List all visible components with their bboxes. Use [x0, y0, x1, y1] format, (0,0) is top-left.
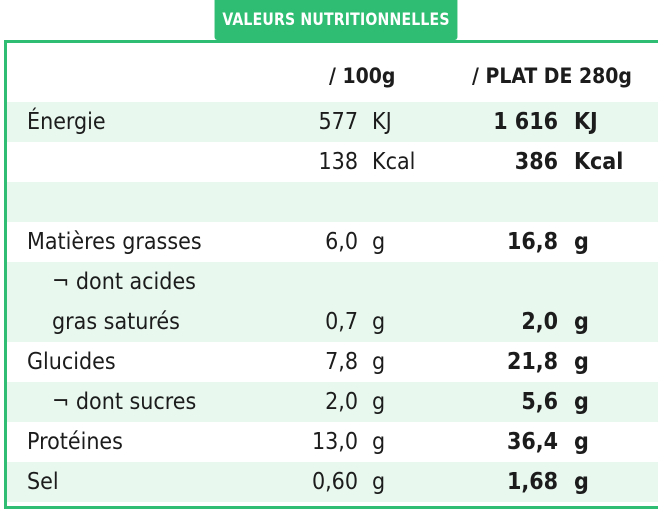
value-plat: 21,8	[506, 349, 558, 375]
value-plat: 1,68	[506, 469, 558, 495]
unit-plat: g	[574, 309, 589, 335]
table-row: Protéines 13,0 g 36,4 g	[7, 422, 658, 462]
row-label: Énergie	[27, 109, 106, 135]
value-plat: 16,8	[506, 229, 558, 255]
unit-100g: g	[372, 229, 386, 255]
nutrition-title-tab: VALEURS NUTRITIONNELLES	[214, 0, 458, 40]
unit-plat: g	[574, 229, 589, 255]
table-row: ¬ dont acides	[7, 262, 658, 302]
value-100g: 13,0	[311, 429, 358, 455]
row-label: gras saturés	[52, 309, 180, 335]
unit-100g: g	[372, 469, 386, 495]
unit-100g: g	[372, 429, 386, 455]
value-plat: 2,0	[521, 309, 558, 335]
unit-plat: g	[574, 429, 589, 455]
value-100g: 138	[318, 149, 359, 175]
column-header-plat: / PLAT DE 280g	[472, 64, 632, 88]
unit-plat: g	[574, 469, 589, 495]
value-100g: 577	[318, 109, 359, 135]
table-row: ¬ dont sucres 2,0 g 5,6 g	[7, 382, 658, 422]
value-100g: 0,60	[311, 469, 358, 495]
value-plat: 5,6	[521, 389, 558, 415]
unit-100g: KJ	[372, 109, 392, 135]
table-row-spacer	[7, 182, 658, 222]
row-label: Glucides	[27, 349, 116, 375]
unit-plat: g	[574, 389, 589, 415]
nutrition-title: VALEURS NUTRITIONNELLES	[222, 10, 450, 30]
unit-plat: Kcal	[574, 149, 624, 175]
table-header-row: / 100g / PLAT DE 280g	[7, 56, 658, 96]
value-100g: 2,0	[325, 389, 358, 415]
unit-100g: g	[372, 389, 386, 415]
value-plat: 386	[514, 149, 558, 175]
row-label: Matières grasses	[27, 229, 202, 255]
row-label: ¬ dont sucres	[52, 389, 197, 415]
table-row: 138 Kcal 386 Kcal	[7, 142, 658, 182]
table-row: Sel 0,60 g 1,68 g	[7, 462, 658, 502]
value-plat: 36,4	[506, 429, 558, 455]
table-row: Glucides 7,8 g 21,8 g	[7, 342, 658, 382]
table-row: Énergie 577 KJ 1 616 KJ	[7, 102, 658, 142]
row-label: ¬ dont acides	[52, 269, 196, 295]
column-header-100g: / 100g	[329, 64, 396, 88]
value-plat: 1 616	[493, 109, 558, 135]
unit-100g: Kcal	[372, 149, 416, 175]
unit-plat: g	[574, 349, 589, 375]
value-100g: 0,7	[325, 309, 358, 335]
row-label: Protéines	[27, 429, 123, 455]
unit-plat: KJ	[574, 109, 598, 135]
table-row: Matières grasses 6,0 g 16,8 g	[7, 222, 658, 262]
row-label: Sel	[27, 469, 59, 495]
table-row: gras saturés 0,7 g 2,0 g	[7, 302, 658, 342]
unit-100g: g	[372, 309, 386, 335]
value-100g: 7,8	[325, 349, 358, 375]
nutrition-table-frame	[4, 40, 658, 509]
unit-100g: g	[372, 349, 386, 375]
value-100g: 6,0	[325, 229, 358, 255]
